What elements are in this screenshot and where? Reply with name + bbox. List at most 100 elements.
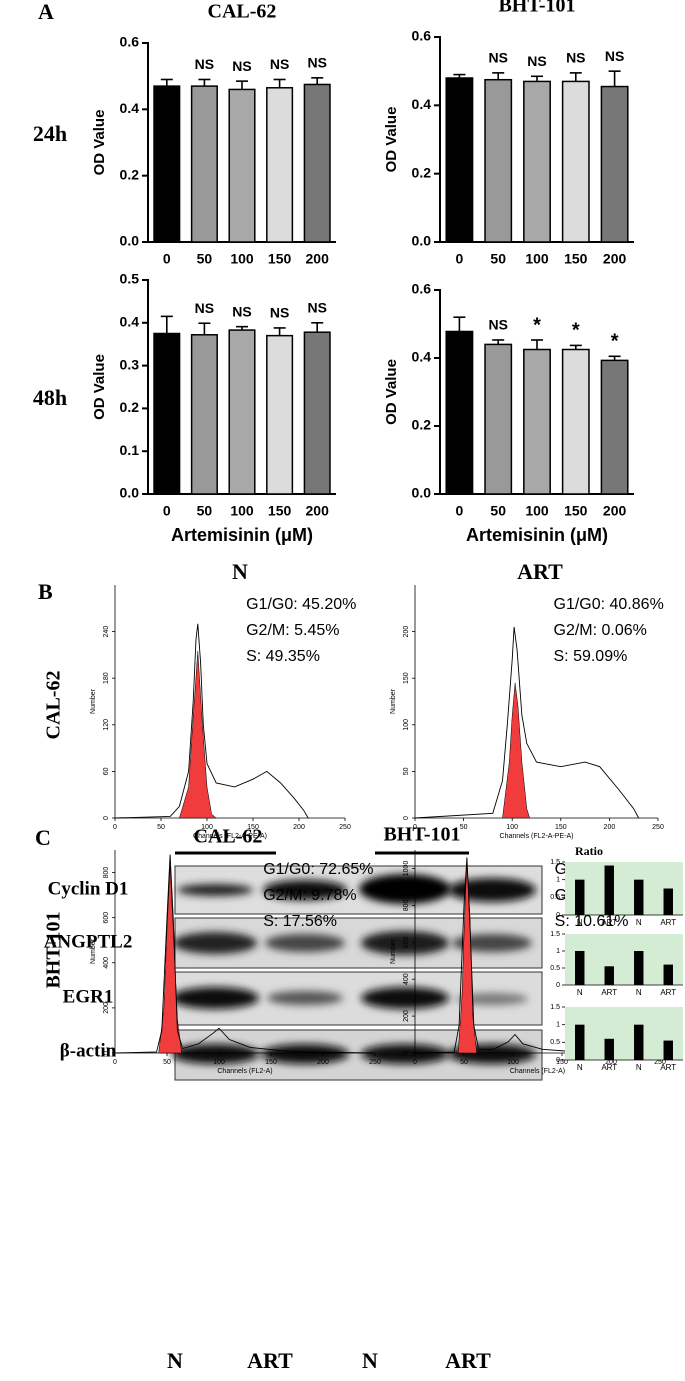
bar	[228, 329, 256, 495]
band	[359, 874, 451, 904]
plot-background	[565, 934, 683, 985]
significance-label: NS	[232, 303, 251, 319]
y-tick-label: 0	[556, 982, 560, 989]
x-axis-label: Artemisinin (μM)	[466, 525, 608, 545]
phase-annotation: S: 59.09%	[554, 648, 628, 665]
significance-label: NS	[270, 56, 289, 72]
x-axis-label: Artemisinin (μM)	[171, 525, 313, 545]
y-tick-label: 0.2	[120, 166, 140, 182]
x-tick-label: N	[636, 1063, 642, 1072]
y-tick-label: 200	[403, 626, 410, 638]
lane-label: N	[167, 1348, 183, 1373]
phase-annotation: S: 17.56%	[263, 913, 337, 930]
bar	[153, 85, 181, 243]
group-label: CAL-62	[194, 826, 263, 848]
x-axis-label: Channels (FL2-A-PE-A)	[500, 833, 574, 840]
phase-annotation: S: 49.35%	[246, 648, 320, 665]
band	[448, 878, 536, 902]
phase-annotation: G2/M: 5.45%	[246, 622, 339, 639]
bar	[604, 1038, 614, 1060]
x-tick-label: 100	[525, 251, 549, 267]
x-tick-label: 50	[490, 503, 506, 519]
lane-label: ART	[445, 1348, 491, 1373]
y-tick-label: 400	[103, 957, 110, 969]
y-tick-label: 0.0	[412, 233, 432, 249]
y-tick-label: 1	[556, 1022, 560, 1029]
significance-label: NS	[195, 56, 214, 72]
x-tick-label: 200	[605, 1059, 617, 1066]
band	[361, 987, 449, 1009]
x-tick-label: 200	[604, 824, 616, 831]
y-tick-label: 100	[403, 719, 410, 731]
y-tick-label: 0.6	[120, 34, 140, 50]
x-tick-label: 50	[460, 1059, 468, 1066]
y-tick-label: 0.4	[120, 314, 140, 330]
y-tick-label: 1000	[403, 861, 410, 877]
column-title: N	[232, 559, 248, 584]
bar	[600, 359, 629, 495]
x-tick-label: 100	[525, 503, 549, 519]
y-tick-label: 180	[103, 672, 110, 684]
x-tick-label: ART	[660, 918, 676, 927]
group-label: BHT-101	[383, 824, 460, 846]
bar	[445, 330, 474, 495]
x-tick-label: 150	[564, 503, 588, 519]
y-tick-label: 0.2	[412, 164, 432, 180]
significance-label: NS	[488, 50, 507, 66]
bar	[561, 80, 590, 243]
x-tick-label: 50	[490, 251, 506, 267]
bar	[575, 951, 585, 985]
y-tick-label: 1.5	[550, 1004, 560, 1011]
x-axis-label: Channels (FL2-A)	[510, 1068, 565, 1075]
x-tick-label: 200	[603, 503, 627, 519]
x-tick-label: 50	[157, 824, 165, 831]
chart-title: Ratio	[575, 844, 603, 858]
panel-label: C	[35, 825, 51, 850]
histogram-envelope	[114, 854, 376, 1054]
plot-background	[565, 1007, 683, 1060]
column-title: ART	[517, 559, 563, 584]
y-axis-label: Number	[390, 688, 397, 714]
significance-label: *	[572, 320, 580, 342]
band	[173, 932, 257, 954]
phase-annotation: S: 10.61%	[555, 913, 629, 930]
histogram-envelope	[114, 623, 309, 819]
band	[452, 934, 532, 952]
histogram-envelope	[414, 857, 612, 1054]
row-label: CAL-62	[43, 671, 65, 740]
x-tick-label: 150	[268, 503, 292, 519]
x-tick-label: 50	[197, 251, 213, 267]
bar	[600, 85, 629, 243]
x-tick-label: 150	[556, 1059, 568, 1066]
band	[171, 1044, 259, 1064]
bar	[634, 879, 644, 915]
y-tick-label: 0	[403, 1051, 410, 1055]
band	[171, 987, 259, 1009]
y-axis-label: OD Value	[91, 110, 108, 176]
bar	[445, 77, 474, 243]
protein-label: ANGPTL2	[44, 931, 133, 952]
g1-peak	[502, 682, 531, 819]
x-tick-label: 200	[603, 251, 627, 267]
phase-annotation: G2/M: 0.06%	[554, 622, 647, 639]
y-tick-label: 0	[403, 816, 410, 820]
band	[261, 1044, 349, 1064]
blot	[171, 865, 543, 1081]
x-tick-label: 0	[456, 503, 464, 519]
panel-label: A	[38, 0, 54, 24]
y-tick-label: 1.5	[550, 931, 560, 938]
x-tick-label: 100	[213, 1059, 225, 1066]
y-tick-label: 0.6	[412, 281, 432, 297]
panel-label: B	[38, 579, 53, 604]
bar	[604, 966, 614, 985]
bar	[634, 951, 644, 985]
y-axis-label: Number	[90, 938, 97, 964]
significance-label: NS	[195, 300, 214, 316]
y-tick-label: 0.4	[120, 100, 140, 116]
phase-annotation: G1/G0: 72.65%	[263, 861, 373, 878]
x-tick-label: 50	[163, 1059, 171, 1066]
y-tick-label: 600	[103, 912, 110, 924]
phase-annotation: G1/G0: 40.86%	[554, 596, 664, 613]
protein-label: β-actin	[60, 1040, 117, 1061]
x-tick-label: 100	[507, 1059, 519, 1066]
